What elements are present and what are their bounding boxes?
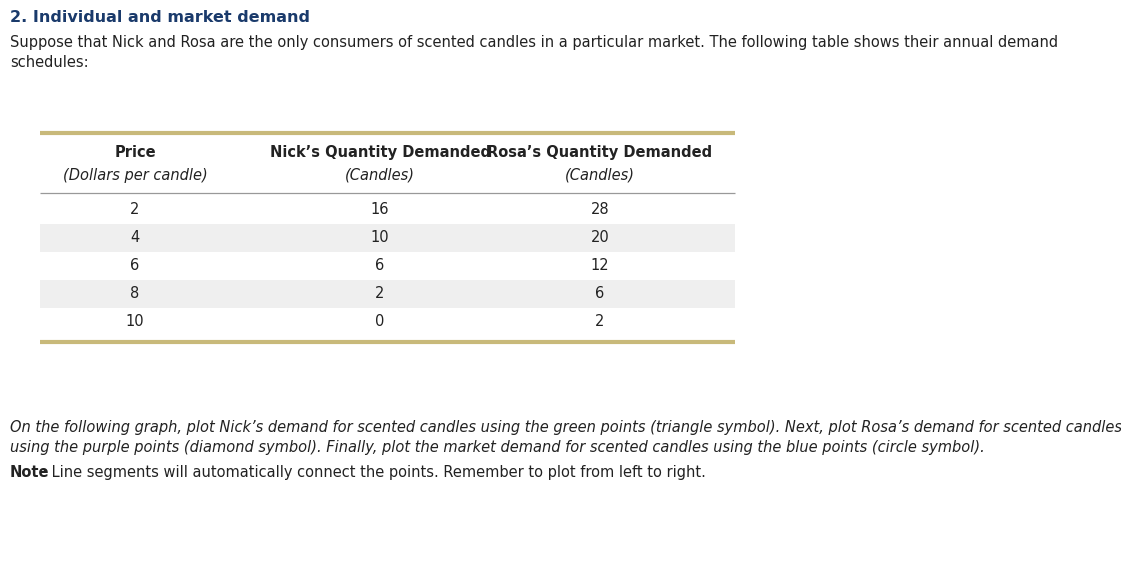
Text: Suppose that Nick and Rosa are the only consumers of scented candles in a partic: Suppose that Nick and Rosa are the only … <box>10 35 1058 50</box>
Text: 10: 10 <box>126 315 145 329</box>
Text: Price: Price <box>114 145 156 160</box>
Text: 8: 8 <box>130 286 140 302</box>
Bar <box>40 224 735 252</box>
Text: 12: 12 <box>591 259 610 273</box>
Text: (Dollars per candle): (Dollars per candle) <box>63 168 207 183</box>
Text: schedules:: schedules: <box>10 55 89 70</box>
Text: (Candles): (Candles) <box>345 168 415 183</box>
Text: 16: 16 <box>371 202 389 218</box>
Text: Note: Note <box>10 465 49 480</box>
Text: 20: 20 <box>591 231 610 246</box>
Text: 2: 2 <box>376 286 385 302</box>
Text: 0: 0 <box>376 315 385 329</box>
Text: : Line segments will automatically connect the points. Remember to plot from lef: : Line segments will automatically conne… <box>41 465 706 480</box>
Text: 2: 2 <box>130 202 140 218</box>
Text: Nick’s Quantity Demanded: Nick’s Quantity Demanded <box>269 145 491 160</box>
Text: 10: 10 <box>371 231 389 246</box>
Text: 6: 6 <box>376 259 385 273</box>
Text: 28: 28 <box>591 202 610 218</box>
Text: 6: 6 <box>130 259 140 273</box>
Text: (Candles): (Candles) <box>565 168 634 183</box>
Text: On the following graph, plot Nick’s demand for scented candles using the green p: On the following graph, plot Nick’s dema… <box>10 420 1121 435</box>
Text: 4: 4 <box>130 231 140 246</box>
Text: using the purple points (diamond symbol). Finally, plot the market demand for sc: using the purple points (diamond symbol)… <box>10 440 984 455</box>
Text: Rosa’s Quantity Demanded: Rosa’s Quantity Demanded <box>488 145 713 160</box>
Text: 2. Individual and market demand: 2. Individual and market demand <box>10 10 311 25</box>
Text: 2: 2 <box>595 315 604 329</box>
Text: 6: 6 <box>595 286 604 302</box>
Bar <box>40 280 735 308</box>
